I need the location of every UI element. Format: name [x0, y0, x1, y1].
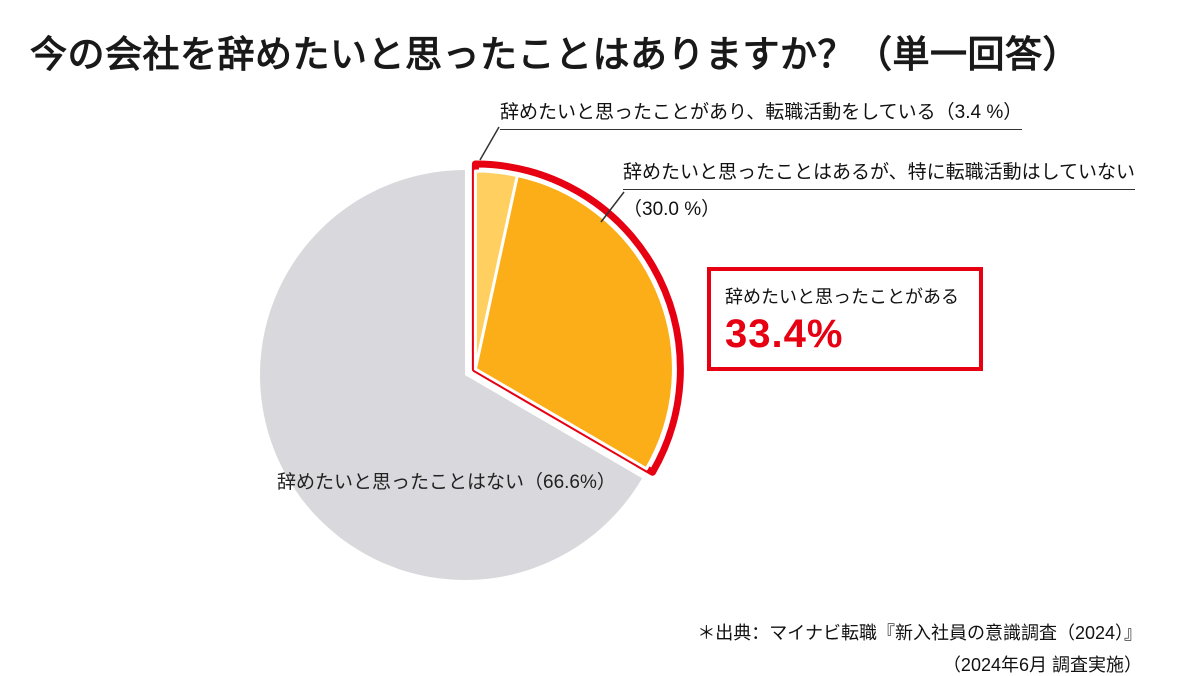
chart-title: 今の会社を辞めたいと思ったことはありますか？（単一回答） — [30, 34, 1080, 75]
callout-jobhunting: 辞めたいと思ったことがあり、転職活動をしている（3.4 %） — [500, 101, 1023, 130]
highlight-label: 辞めたいと思ったことがある — [725, 287, 959, 307]
callout-no-jobhunting: 辞めたいと思ったことはあるが、特に転職活動はしていない （30.0 %） — [623, 161, 1136, 222]
leader-line-no-jobhunting — [600, 191, 625, 223]
source-line2: （2024年6月 調査実施） — [942, 654, 1142, 675]
callout-no-jobhunting-value: （30.0 %） — [623, 198, 721, 220]
pie-slice-no-jobhunting — [473, 174, 675, 471]
highlight-box: 辞めたいと思ったことがある 33.4% — [707, 267, 983, 371]
source-note: ＊出典：マイナビ転職『新入社員の意識調査（2024）』 （2024年6月 調査実… — [697, 618, 1142, 676]
source-line1: ＊出典：マイナビ転職『新入社員の意識調査（2024）』 — [697, 623, 1142, 643]
pie-slice-never — [259, 170, 643, 580]
highlight-value: 33.4% — [725, 312, 844, 356]
callout-jobhunting-text: 辞めたいと思ったことがあり、転職活動をしている（3.4 %） — [500, 101, 1023, 130]
callout-no-jobhunting-text: 辞めたいと思ったことはあるが、特に転職活動はしていない — [623, 161, 1136, 190]
leader-line-jobhunting — [479, 126, 500, 161]
label-never: 辞めたいと思ったことはない（66.6%） — [277, 472, 616, 493]
